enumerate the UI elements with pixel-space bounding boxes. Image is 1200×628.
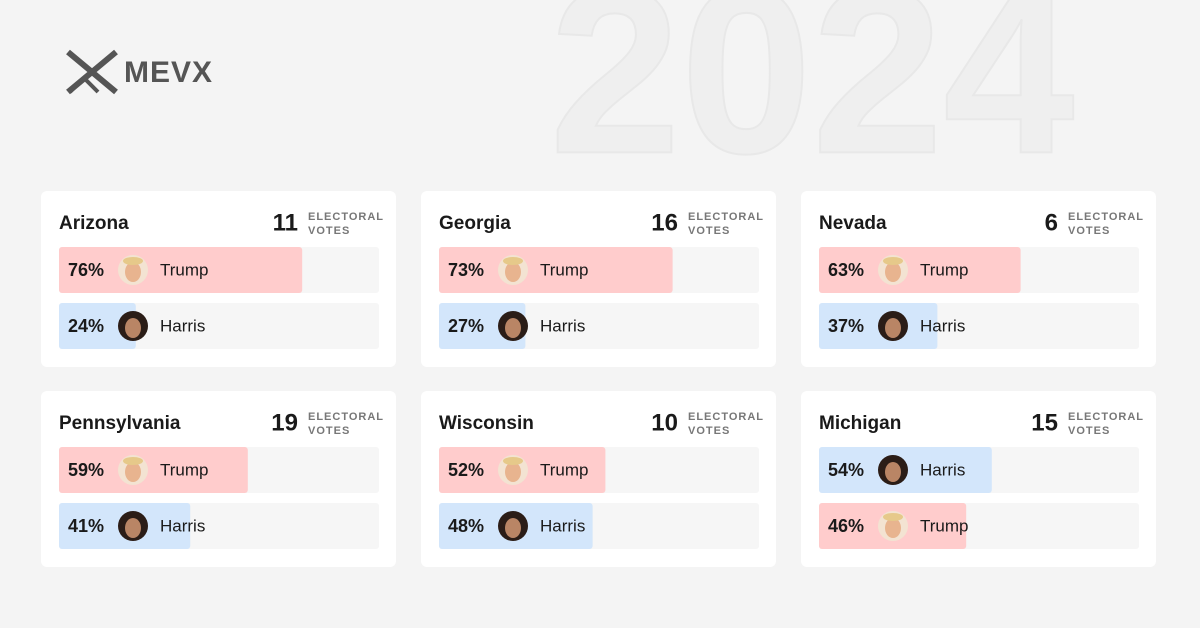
percent-label: 76% (68, 260, 104, 280)
bar (59, 247, 303, 293)
percent-label: 59% (68, 460, 104, 480)
avatar-face (125, 318, 141, 338)
electoral-label: ELECTORAL (688, 411, 764, 423)
avatar-face (505, 262, 521, 282)
avatar-hair (123, 257, 143, 265)
percent-label: 24% (68, 316, 104, 336)
background-year: 2024 (549, 0, 1074, 203)
percent-label: 54% (828, 460, 864, 480)
candidate-name: Harris (160, 516, 205, 535)
state-card: Georgia 16 ELECTORAL VOTES 73% Trump 27% Harris (421, 191, 776, 367)
electoral-label: ELECTORAL (1068, 411, 1144, 423)
avatar-hair (503, 457, 523, 465)
percent-label: 63% (828, 260, 864, 280)
bar (439, 247, 673, 293)
electoral-votes: 10 (651, 409, 678, 436)
avatar-hair (503, 257, 523, 265)
percent-label: 46% (828, 516, 864, 536)
state-card: Michigan 15 ELECTORAL VOTES 54% Harris 46% Trum… (801, 391, 1156, 567)
avatar-face (885, 318, 901, 338)
candidate-name: Harris (160, 316, 205, 335)
avatar-face (125, 518, 141, 538)
percent-label: 48% (448, 516, 484, 536)
bar (59, 447, 248, 493)
percent-label: 52% (448, 460, 484, 480)
electoral-votes: 11 (273, 209, 298, 236)
avatar-hair (123, 457, 143, 465)
state-card: Arizona 11 ELECTORAL VOTES 76% Trump 24% Harris (41, 191, 396, 367)
candidate-name: Trump (160, 260, 209, 279)
bar (819, 247, 1021, 293)
electoral-votes: 15 (1031, 409, 1058, 436)
electoral-label: ELECTORAL (1068, 211, 1144, 223)
candidate-name: Harris (920, 316, 965, 335)
electoral-label: VOTES (1068, 425, 1110, 437)
avatar-face (125, 262, 141, 282)
electoral-votes: 6 (1045, 209, 1058, 236)
avatar-face (505, 318, 521, 338)
state-name: Arizona (59, 213, 129, 234)
percent-label: 27% (448, 316, 484, 336)
candidate-name: Trump (540, 260, 589, 279)
state-name: Michigan (819, 413, 901, 434)
percent-label: 41% (68, 516, 104, 536)
electoral-label: VOTES (308, 425, 350, 437)
electoral-label: VOTES (688, 225, 730, 237)
logo-text: MEVX (124, 56, 213, 89)
state-card: Wisconsin 10 ELECTORAL VOTES 52% Trump 48% Harr… (421, 391, 776, 567)
electoral-label: VOTES (308, 225, 350, 237)
avatar-face (885, 518, 901, 538)
avatar-face (885, 262, 901, 282)
candidate-name: Harris (540, 316, 585, 335)
percent-label: 37% (828, 316, 864, 336)
electoral-label: VOTES (688, 425, 730, 437)
electoral-votes: 19 (271, 409, 298, 436)
state-name: Pennsylvania (59, 413, 181, 434)
candidate-name: Trump (540, 460, 589, 479)
state-card: Nevada 6 ELECTORAL VOTES 63% Trump 37% Harris (801, 191, 1156, 367)
avatar-face (505, 518, 521, 538)
percent-label: 73% (448, 260, 484, 280)
candidate-name: Trump (160, 460, 209, 479)
candidate-name: Harris (540, 516, 585, 535)
electoral-label: ELECTORAL (308, 211, 384, 223)
avatar-hair (883, 513, 903, 521)
electoral-label: ELECTORAL (308, 411, 384, 423)
avatar-hair (883, 257, 903, 265)
candidate-name: Trump (920, 516, 969, 535)
state-name: Nevada (819, 213, 887, 234)
state-card: Pennsylvania 19 ELECTORAL VOTES 59% Trump 41% H… (41, 391, 396, 567)
electoral-label: ELECTORAL (688, 211, 764, 223)
avatar-face (125, 462, 141, 482)
electoral-label: VOTES (1068, 225, 1110, 237)
bar (59, 303, 136, 349)
state-name: Wisconsin (439, 413, 534, 434)
avatar-face (885, 462, 901, 482)
avatar-face (505, 462, 521, 482)
logo-mark (66, 49, 118, 95)
candidate-name: Trump (920, 260, 969, 279)
state-name: Georgia (439, 213, 511, 234)
candidate-name: Harris (920, 460, 965, 479)
electoral-votes: 16 (651, 209, 678, 236)
